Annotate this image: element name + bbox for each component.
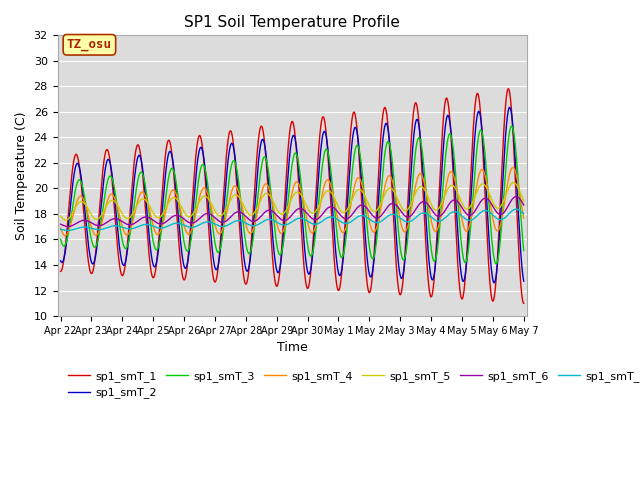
sp1_smT_2 [81,202,88,207]
sp1_smT_7 [64,228,72,233]
X-axis label: Time: Time [276,341,308,354]
sp1_smT_6 [512,193,520,199]
sp1_smT_5 [422,189,429,194]
sp1_smT_7 [513,206,520,212]
sp1_smT_6 [282,217,290,223]
sp1_smT_4 [507,168,515,174]
sp1_smT_7 [506,210,514,216]
sp1_smT_2 [520,278,527,284]
sp1_smT_2 [269,243,277,249]
sp1_smT_4 [282,219,290,225]
sp1_smT_3 [282,220,290,226]
sp1_smT_2 [421,206,429,212]
Legend: sp1_smT_1, sp1_smT_2, sp1_smT_3, sp1_smT_4, sp1_smT_5, sp1_smT_6, sp1_smT_7: sp1_smT_1, sp1_smT_2, sp1_smT_3, sp1_smT… [63,367,640,403]
sp1_smT_4 [509,165,516,170]
sp1_smT_1 [507,96,515,102]
Line: sp1_smT_5: sp1_smT_5 [61,182,524,220]
sp1_smT_6 [64,224,72,229]
sp1_smT_4 [57,225,65,231]
sp1_smT_3 [57,236,65,242]
sp1_smT_5 [270,200,278,206]
sp1_smT_6 [270,209,278,215]
sp1_smT_7 [270,217,278,223]
sp1_smT_5 [57,213,65,219]
sp1_smT_4 [270,206,278,212]
sp1_smT_1 [282,180,290,185]
sp1_smT_3 [508,123,515,129]
sp1_smT_1 [81,216,88,222]
Line: sp1_smT_7: sp1_smT_7 [61,209,524,230]
sp1_smT_6 [520,202,527,208]
Line: sp1_smT_3: sp1_smT_3 [61,126,524,264]
Line: sp1_smT_4: sp1_smT_4 [61,168,524,236]
sp1_smT_3 [269,215,277,221]
Line: sp1_smT_6: sp1_smT_6 [61,196,524,227]
sp1_smT_7 [57,227,65,232]
sp1_smT_6 [422,199,429,205]
sp1_smT_4 [520,215,527,221]
sp1_smT_7 [422,210,429,216]
sp1_smT_4 [422,186,429,192]
sp1_smT_1 [421,232,429,238]
sp1_smT_1 [504,86,512,92]
sp1_smT_5 [507,182,515,188]
sp1_smT_1 [506,94,514,100]
Y-axis label: Soil Temperature (C): Soil Temperature (C) [15,111,28,240]
sp1_smT_2 [282,201,290,207]
sp1_smT_7 [507,209,515,215]
sp1_smT_1 [520,300,527,306]
sp1_smT_3 [81,192,88,198]
sp1_smT_4 [506,169,514,175]
sp1_smT_1 [269,266,277,272]
sp1_smT_5 [81,201,88,206]
sp1_smT_2 [507,106,515,112]
sp1_smT_5 [62,217,70,223]
Line: sp1_smT_1: sp1_smT_1 [61,89,524,303]
sp1_smT_5 [282,208,290,214]
sp1_smT_4 [81,199,88,204]
sp1_smT_7 [81,224,88,230]
sp1_smT_2 [490,280,498,286]
sp1_smT_3 [507,125,515,131]
sp1_smT_6 [81,217,88,223]
sp1_smT_2 [506,105,513,110]
sp1_smT_7 [282,222,290,228]
sp1_smT_6 [507,199,515,204]
sp1_smT_7 [520,211,527,217]
sp1_smT_6 [506,199,514,205]
sp1_smT_3 [492,261,500,267]
sp1_smT_6 [57,221,65,227]
sp1_smT_5 [509,180,517,185]
sp1_smT_3 [506,126,514,132]
Line: sp1_smT_2: sp1_smT_2 [61,108,524,283]
sp1_smT_2 [57,258,65,264]
Text: TZ_osu: TZ_osu [67,38,112,51]
sp1_smT_1 [57,268,65,274]
sp1_smT_3 [421,180,429,185]
sp1_smT_3 [520,248,527,253]
sp1_smT_5 [520,198,527,204]
sp1_smT_4 [61,233,69,239]
Title: SP1 Soil Temperature Profile: SP1 Soil Temperature Profile [184,15,400,30]
sp1_smT_5 [506,182,514,188]
sp1_smT_2 [507,107,515,113]
